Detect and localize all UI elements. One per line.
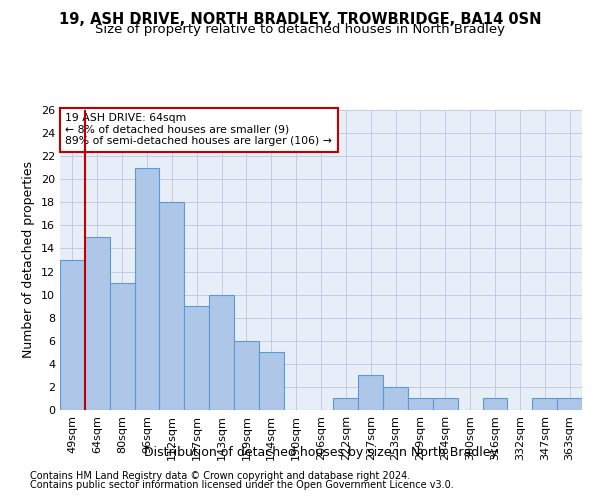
Bar (482, 398, 508, 410)
Bar (85, 237, 110, 410)
Bar (383, 387, 408, 410)
Text: 19, ASH DRIVE, NORTH BRADLEY, TROWBRIDGE, BA14 0SN: 19, ASH DRIVE, NORTH BRADLEY, TROWBRIDGE… (59, 12, 541, 28)
Bar (259, 352, 284, 410)
Bar (408, 398, 433, 410)
Bar (110, 283, 134, 410)
Bar (532, 398, 557, 410)
Bar (209, 294, 234, 410)
Bar (433, 398, 458, 410)
Bar (134, 168, 160, 410)
Bar (334, 398, 358, 410)
Text: Size of property relative to detached houses in North Bradley: Size of property relative to detached ho… (95, 24, 505, 36)
Bar (184, 306, 209, 410)
Text: Contains HM Land Registry data © Crown copyright and database right 2024.: Contains HM Land Registry data © Crown c… (30, 471, 410, 481)
Y-axis label: Number of detached properties: Number of detached properties (22, 162, 35, 358)
Text: Distribution of detached houses by size in North Bradley: Distribution of detached houses by size … (144, 446, 498, 459)
Text: Contains public sector information licensed under the Open Government Licence v3: Contains public sector information licen… (30, 480, 454, 490)
Text: 19 ASH DRIVE: 64sqm
← 8% of detached houses are smaller (9)
89% of semi-detached: 19 ASH DRIVE: 64sqm ← 8% of detached hou… (65, 113, 332, 146)
Bar (60, 260, 85, 410)
Bar (358, 376, 383, 410)
Bar (234, 341, 259, 410)
Bar (160, 202, 184, 410)
Bar (557, 398, 582, 410)
